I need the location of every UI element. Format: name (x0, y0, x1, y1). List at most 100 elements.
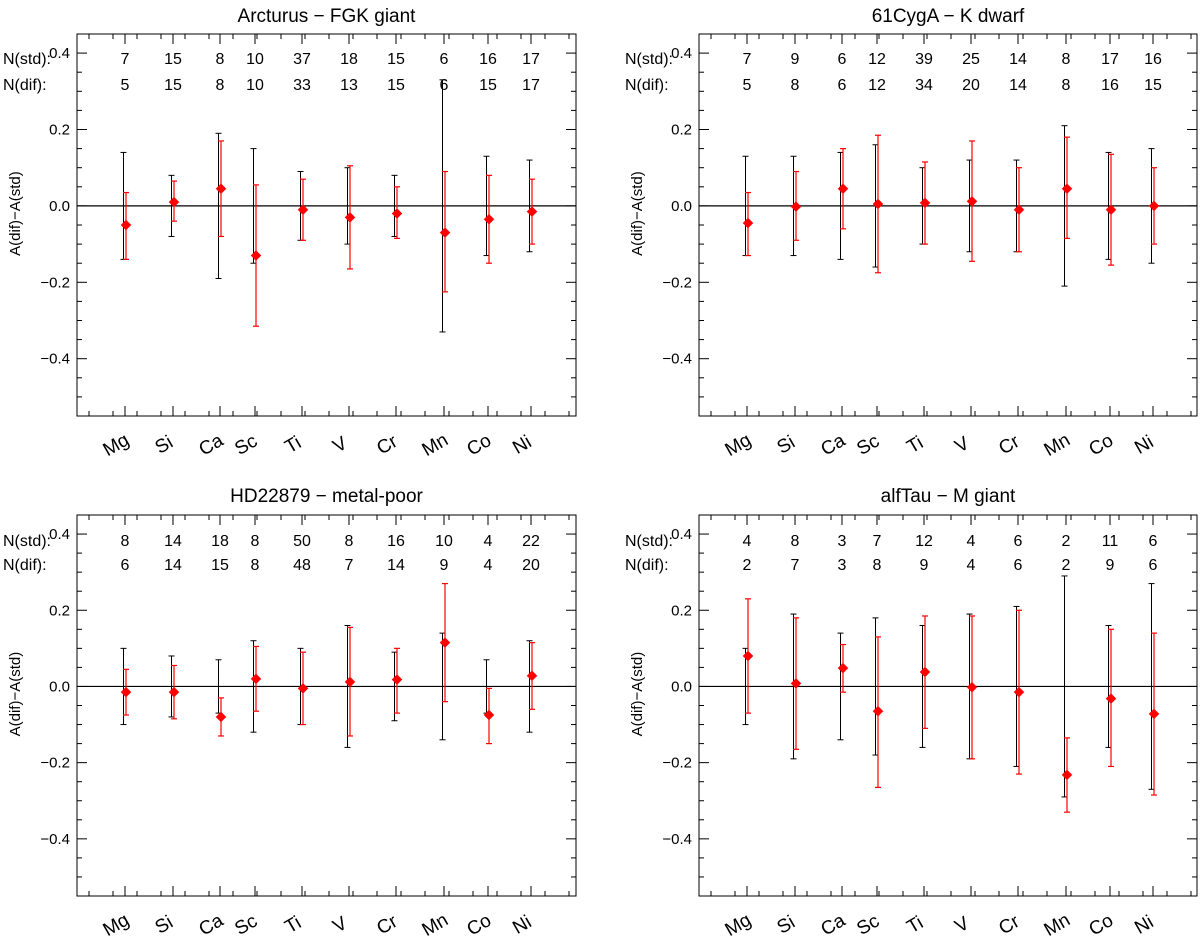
data-point (742, 217, 754, 229)
y-tick-label: −0.4 (662, 351, 692, 368)
data-point (919, 197, 931, 209)
x-category-label: Co (1085, 430, 1117, 460)
y-tick-label: −0.2 (40, 274, 70, 291)
n-std-value: 3 (838, 533, 847, 550)
data-point (250, 250, 262, 261)
x-category-label: Co (463, 910, 495, 940)
data-point (391, 674, 403, 685)
n-dif-value: 8 (1062, 77, 1071, 94)
n-dif-value: 3 (838, 557, 847, 574)
n-std-value: 39 (915, 51, 933, 68)
panel-1: Arcturus − FGK giant 0.4 0.2 0.0 −0.2 −0.4 A(d… (3, 6, 577, 461)
n-dif-value: 6 (838, 77, 847, 94)
x-category-label: Ti (903, 912, 927, 938)
x-category-label: Sc (231, 431, 261, 460)
x-category-label: Si (152, 432, 177, 459)
n-dif-value: 9 (1106, 557, 1115, 574)
n-dif-value: 15 (164, 77, 182, 94)
n-std-value: 8 (251, 533, 260, 550)
n-dif-value: 6 (1149, 557, 1158, 574)
n-std-value: 8 (1062, 51, 1071, 68)
n-std-row-label: N(std): (625, 533, 673, 550)
n-std-value: 7 (121, 51, 130, 68)
data-point (483, 709, 495, 721)
panel-4: alfTau − M giant 0.4 0.2 0.0 −0.2 −0.4 A(dif)−… (625, 486, 1198, 941)
data-point (215, 711, 227, 723)
x-category-label: Si (774, 912, 799, 939)
n-std-row-label: N(std): (3, 533, 51, 550)
n-std-value: 14 (164, 533, 182, 550)
x-category-label: Ti (281, 432, 305, 458)
n-dif-value: 8 (873, 557, 882, 574)
n-std-value: 16 (479, 51, 497, 68)
panel-title: alfTau − M giant (881, 486, 1016, 507)
n-std-value: 8 (216, 51, 225, 68)
n-dif-value: 15 (211, 557, 229, 574)
x-category-label: Sc (231, 911, 261, 940)
n-dif-value: 33 (293, 77, 311, 94)
x-category-label: Mg (722, 910, 755, 941)
y-tick-label: −0.2 (662, 755, 692, 772)
n-dif-value: 14 (387, 557, 405, 574)
data-point (966, 681, 978, 693)
x-category-label: Cr (995, 431, 1023, 460)
data-point (1148, 200, 1160, 212)
x-category-label: V (952, 433, 974, 458)
plot-frame (76, 514, 577, 897)
data-point (297, 683, 309, 694)
data-point (966, 195, 978, 207)
n-dif-row-label: N(dif): (3, 557, 47, 574)
n-std-row-label: N(std): (625, 51, 673, 68)
n-dif-value: 8 (791, 77, 800, 94)
data-point (1105, 204, 1117, 216)
y-tick-label: 0.4 (671, 45, 692, 62)
data-point (1148, 708, 1160, 720)
x-category-label: V (330, 913, 352, 938)
x-category-label: Co (1085, 910, 1117, 940)
plot-frame (698, 514, 1198, 897)
x-category-label: V (330, 433, 352, 458)
panel-title: HD22879 − metal-poor (230, 486, 423, 507)
n-std-value: 10 (435, 533, 453, 550)
n-dif-value: 10 (246, 77, 264, 94)
n-std-value: 17 (522, 51, 540, 68)
n-dif-value: 8 (251, 557, 260, 574)
n-std-value: 7 (873, 533, 882, 550)
y-axis-label: A(dif)−A(std) (629, 652, 646, 737)
data-point (344, 212, 356, 223)
data-point (1013, 204, 1025, 216)
data-point (872, 198, 884, 210)
plot-frame (698, 33, 1198, 417)
n-std-value: 14 (1009, 51, 1027, 68)
n-std-value: 9 (791, 51, 800, 68)
y-tick-label: −0.4 (40, 351, 70, 368)
n-std-value: 4 (484, 533, 493, 550)
y-tick-label: 0.4 (49, 526, 70, 543)
n-std-value: 12 (868, 51, 886, 68)
n-dif-value: 48 (293, 557, 311, 574)
y-tick-label: 0.2 (49, 602, 70, 619)
plot-frame (76, 33, 577, 417)
n-std-value: 8 (791, 533, 800, 550)
data-point (837, 662, 849, 674)
n-std-value: 50 (293, 533, 311, 550)
data-point (120, 686, 132, 698)
x-category-label: Sc (853, 431, 883, 460)
data-point (742, 650, 754, 662)
n-dif-value: 34 (915, 77, 933, 94)
n-std-value: 2 (1062, 533, 1071, 550)
n-dif-value: 5 (121, 77, 130, 94)
n-dif-row-label: N(dif): (625, 557, 669, 574)
n-std-value: 25 (962, 51, 980, 68)
n-std-value: 22 (522, 533, 540, 550)
y-tick-label: −0.4 (662, 831, 692, 848)
x-category-label: Ni (509, 912, 535, 939)
n-dif-value: 4 (967, 557, 976, 574)
data-point (1061, 769, 1073, 781)
panel-2: 61CygA − K dwarf 0.4 0.2 0.0 −0.2 −0.4 A(dif)−… (625, 6, 1198, 461)
x-category-label: Sc (853, 911, 883, 940)
n-std-value: 6 (1149, 533, 1158, 550)
n-dif-value: 5 (743, 77, 752, 94)
n-std-value: 8 (121, 533, 130, 550)
n-std-value: 7 (743, 51, 752, 68)
